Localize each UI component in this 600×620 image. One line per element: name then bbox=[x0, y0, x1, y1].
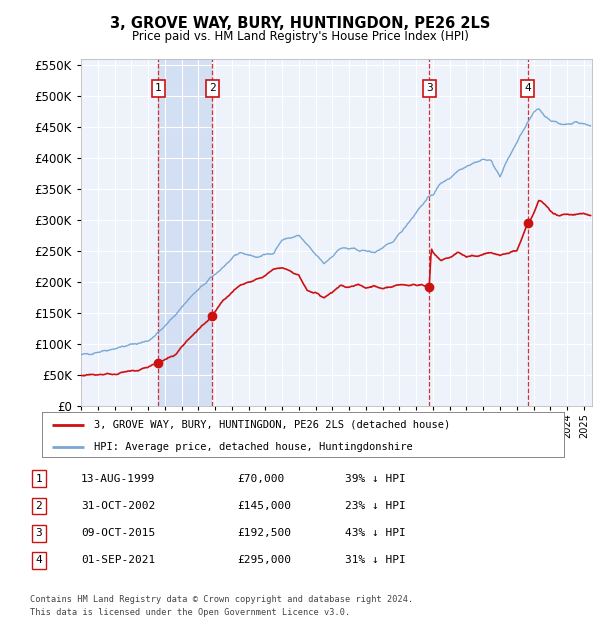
Text: 1: 1 bbox=[155, 84, 162, 94]
Text: 31-OCT-2002: 31-OCT-2002 bbox=[81, 501, 155, 511]
Text: HPI: Average price, detached house, Huntingdonshire: HPI: Average price, detached house, Hunt… bbox=[94, 442, 413, 452]
Text: £70,000: £70,000 bbox=[237, 474, 284, 484]
Text: 23% ↓ HPI: 23% ↓ HPI bbox=[345, 501, 406, 511]
Text: 3: 3 bbox=[426, 84, 433, 94]
Text: 39% ↓ HPI: 39% ↓ HPI bbox=[345, 474, 406, 484]
Text: £192,500: £192,500 bbox=[237, 528, 291, 538]
Text: 09-OCT-2015: 09-OCT-2015 bbox=[81, 528, 155, 538]
Text: £145,000: £145,000 bbox=[237, 501, 291, 511]
Text: 2: 2 bbox=[35, 501, 43, 511]
Text: 13-AUG-1999: 13-AUG-1999 bbox=[81, 474, 155, 484]
Text: Contains HM Land Registry data © Crown copyright and database right 2024.
This d: Contains HM Land Registry data © Crown c… bbox=[30, 595, 413, 617]
Text: 43% ↓ HPI: 43% ↓ HPI bbox=[345, 528, 406, 538]
Text: 1: 1 bbox=[35, 474, 43, 484]
Text: £295,000: £295,000 bbox=[237, 556, 291, 565]
Text: 4: 4 bbox=[35, 556, 43, 565]
Text: 3, GROVE WAY, BURY, HUNTINGDON, PE26 2LS: 3, GROVE WAY, BURY, HUNTINGDON, PE26 2LS bbox=[110, 16, 490, 30]
Text: 3, GROVE WAY, BURY, HUNTINGDON, PE26 2LS (detached house): 3, GROVE WAY, BURY, HUNTINGDON, PE26 2LS… bbox=[94, 420, 451, 430]
Text: Price paid vs. HM Land Registry's House Price Index (HPI): Price paid vs. HM Land Registry's House … bbox=[131, 30, 469, 43]
Text: 4: 4 bbox=[524, 84, 532, 94]
Text: 31% ↓ HPI: 31% ↓ HPI bbox=[345, 556, 406, 565]
Text: 01-SEP-2021: 01-SEP-2021 bbox=[81, 556, 155, 565]
Bar bbox=[158, 59, 212, 406]
Text: 3: 3 bbox=[35, 528, 43, 538]
Text: 2: 2 bbox=[209, 84, 215, 94]
